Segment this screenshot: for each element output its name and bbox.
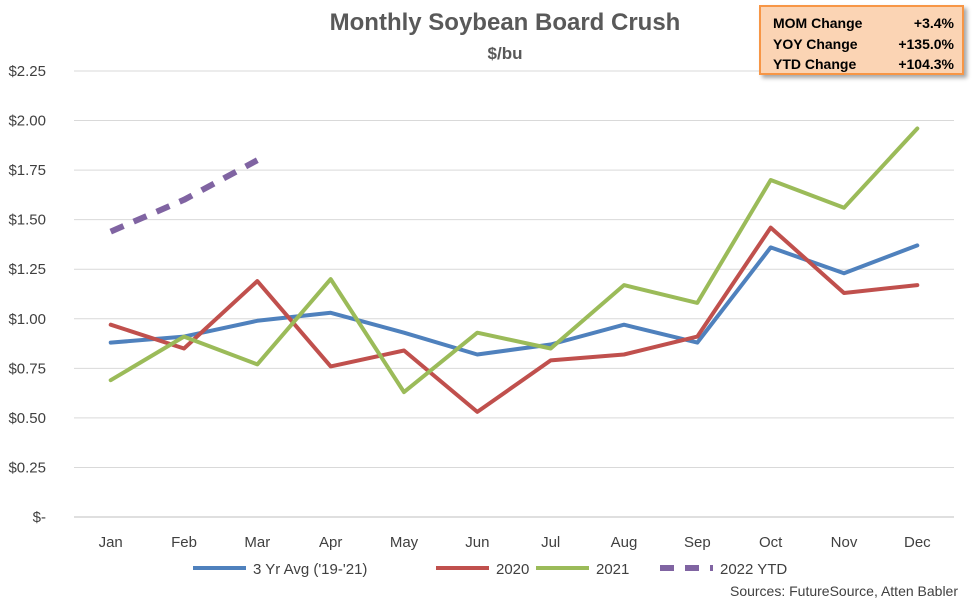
change-stats-box: MOM Change +3.4% YOY Change +135.0% YTD … (759, 5, 964, 75)
stats-label: YOY Change (773, 35, 858, 52)
x-tick-label: Feb (171, 534, 197, 551)
x-tick-label: Nov (831, 534, 858, 551)
gridlines (74, 70, 954, 518)
stats-row-yoy: YOY Change +135.0% (773, 34, 954, 55)
y-tick-label: $0.50 (8, 410, 46, 427)
series-line-0 (108, 243, 920, 357)
legend: 3 Yr Avg ('19-'21) 2020 2021 2022 YTD (193, 561, 787, 578)
stats-value: +135.0% (898, 35, 954, 52)
stats-row-mom: MOM Change +3.4% (773, 13, 954, 34)
legend-label: 2020 (496, 561, 529, 578)
stats-value: +104.3% (898, 56, 954, 72)
legend-label: 3 Yr Avg ('19-'21) (253, 561, 367, 578)
source-note: Sources: FutureSource, Atten Babler (730, 583, 958, 599)
x-tick-label: Apr (319, 534, 342, 551)
y-tick-label: $0.75 (8, 360, 46, 377)
series-lines (108, 126, 920, 414)
x-tick-label: Dec (904, 534, 931, 551)
series-line-3 (109, 157, 259, 235)
y-tick-label: $1.75 (8, 162, 46, 179)
y-tick-label: $0.25 (8, 459, 46, 476)
stats-row-ytd: YTD Change +104.3% (773, 54, 954, 75)
y-tick-label: $1.50 (8, 212, 46, 229)
y-tick-label: $2.25 (8, 63, 46, 80)
x-tick-label: Jun (465, 534, 489, 551)
x-tick-label: Jul (541, 534, 560, 551)
legend-label: 2022 YTD (720, 561, 787, 578)
y-tick-label: $- (33, 509, 46, 526)
y-tick-label: $1.25 (8, 261, 46, 278)
legend-label: 2021 (596, 561, 629, 578)
x-axis-tick-labels: Jan Feb Mar Apr May Jun Jul Aug Sep Oct Nov Dec (99, 534, 932, 551)
y-axis-tick-labels: $- $0.25 $0.50 $0.75 $1.00 $1.25 $1.50 $1.75 $2.… (8, 63, 46, 526)
series-line-2 (108, 126, 920, 395)
stats-value: +3.4% (913, 15, 954, 31)
x-tick-label: Jan (99, 534, 123, 551)
x-tick-label: Oct (759, 534, 783, 551)
series-line-1 (108, 225, 920, 414)
stats-label: MOM Change (773, 15, 863, 31)
x-tick-label: Mar (244, 534, 270, 551)
x-tick-label: Aug (611, 534, 638, 551)
chart-subtitle: $/bu (488, 44, 523, 63)
x-tick-label: Sep (684, 534, 711, 551)
x-tick-label: May (390, 534, 419, 551)
stats-label: YTD Change (773, 56, 857, 72)
y-tick-label: $1.00 (8, 311, 46, 328)
chart-title: Monthly Soybean Board Crush (330, 9, 681, 36)
y-tick-label: $2.00 (8, 113, 46, 130)
